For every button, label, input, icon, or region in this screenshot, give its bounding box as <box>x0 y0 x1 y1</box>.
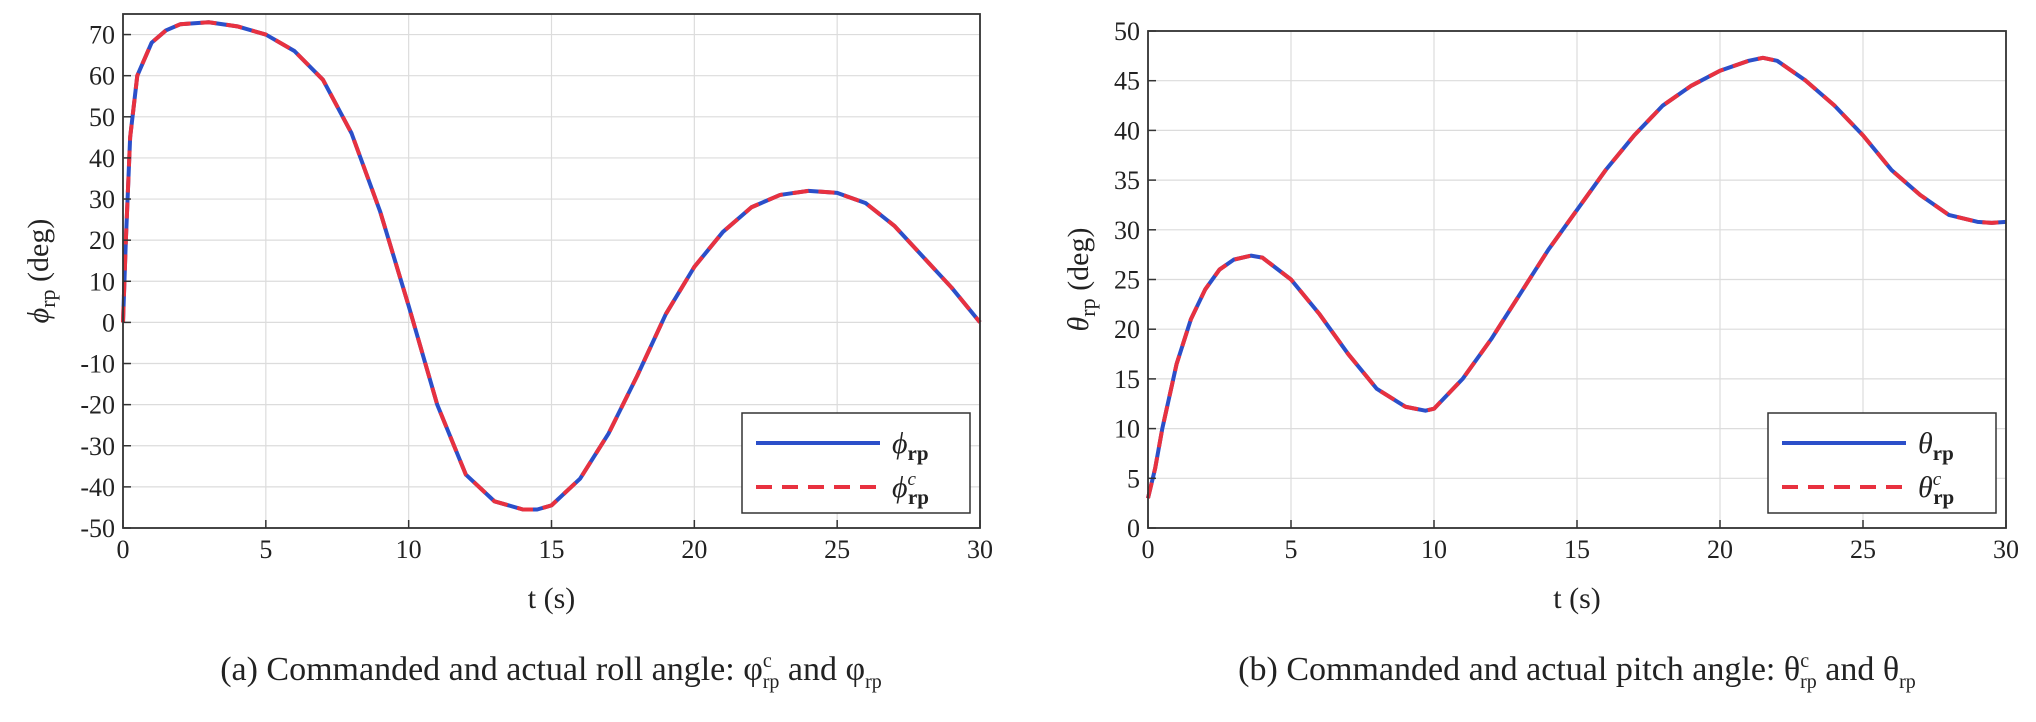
x-tick-label: 25 <box>824 535 850 564</box>
y-tick-label: 5 <box>1127 464 1140 493</box>
legend-label-actual: θrp <box>1918 427 1954 465</box>
caption-subscript: rp <box>763 671 780 693</box>
y-tick-label: 20 <box>1114 315 1140 344</box>
y-tick-label: 30 <box>89 185 115 214</box>
y-tick-label: 70 <box>89 21 115 50</box>
figure-caption: (a) Commanded and actual roll angle: φc r… <box>220 650 882 693</box>
y-tick-label: 0 <box>102 308 115 337</box>
x-tick-label: 25 <box>1850 535 1876 564</box>
x-tick-label: 15 <box>539 535 565 564</box>
x-tick-label: 30 <box>967 535 993 564</box>
y-axis-unit: (deg) <box>1062 228 1095 299</box>
caption-and: and <box>1817 651 1883 688</box>
y-axis-subscript: rp <box>35 289 60 307</box>
y-axis-title: θrp (deg) <box>1062 228 1100 332</box>
caption-symbol-actual: φ <box>846 651 866 688</box>
legend-subscript: rp <box>1933 441 1954 465</box>
y-tick-label: 60 <box>89 62 115 91</box>
legend-superscript: c <box>1933 469 1942 490</box>
legend-symbol: ϕ <box>892 471 908 504</box>
y-axis-title: ϕrp (deg) <box>22 219 60 324</box>
series-line-commanded <box>121 20 982 512</box>
legend-symbol: θ <box>1918 471 1933 504</box>
x-tick-label: 0 <box>117 535 130 564</box>
caption-and: and <box>779 651 845 688</box>
y-tick-label: 35 <box>1114 166 1140 195</box>
caption-subscript: rp <box>865 671 882 693</box>
y-tick-label: -20 <box>80 391 115 420</box>
legend-box <box>741 412 971 514</box>
y-tick-label: 45 <box>1114 67 1140 96</box>
x-tick-label: 5 <box>1285 535 1298 564</box>
figure-caption: (b) Commanded and actual pitch angle: θc… <box>1238 650 1916 693</box>
caption-text: (a) Commanded and actual roll angle: <box>220 651 743 688</box>
legend-symbol: θ <box>1918 427 1933 460</box>
legend-symbol: ϕ <box>892 427 908 460</box>
y-tick-label: 0 <box>1127 514 1140 543</box>
x-tick-label: 5 <box>259 535 272 564</box>
y-tick-label: 10 <box>1114 415 1140 444</box>
legend-subscript: rp <box>1933 485 1954 509</box>
caption-subscript: rp <box>1899 671 1916 693</box>
y-tick-label: -50 <box>80 514 115 543</box>
caption-symbol-actual: θ <box>1883 651 1899 688</box>
y-tick-label: 40 <box>89 144 115 173</box>
x-tick-label: 10 <box>396 535 422 564</box>
legend-label-commanded: ϕc rp <box>892 469 929 509</box>
x-tick-label: 0 <box>1142 535 1155 564</box>
y-tick-label: 30 <box>1114 216 1140 245</box>
y-tick-label: -40 <box>80 473 115 502</box>
y-tick-label: 20 <box>89 226 115 255</box>
x-axis-title: t (s) <box>1553 582 1601 615</box>
y-tick-label: -30 <box>80 432 115 461</box>
y-tick-label: 15 <box>1114 365 1140 394</box>
y-tick-label: 50 <box>1114 17 1140 46</box>
x-tick-label: 30 <box>1993 535 2019 564</box>
x-tick-label: 15 <box>1564 535 1590 564</box>
caption-symbol-commanded: θ <box>1784 651 1800 688</box>
caption-superscript: c <box>763 650 772 672</box>
y-tick-label: 10 <box>89 267 115 296</box>
caption-text: (b) Commanded and actual pitch angle: <box>1238 651 1784 688</box>
y-tick-label: 25 <box>1114 266 1140 295</box>
legend-subscript: rp <box>908 485 929 509</box>
y-axis-symbol: ϕ <box>22 308 55 324</box>
caption-symbol-commanded: φ <box>743 651 763 688</box>
legend-label-actual: ϕrp <box>892 427 929 465</box>
legend-subscript: rp <box>908 441 929 465</box>
legend-label-commanded: θc rp <box>1918 469 1954 509</box>
x-tick-label: 20 <box>681 535 707 564</box>
x-tick-label: 20 <box>1707 535 1733 564</box>
y-axis-unit: (deg) <box>22 219 55 290</box>
legend-box <box>1767 412 1997 514</box>
caption-superscript: c <box>1800 650 1809 672</box>
legend-superscript: c <box>908 469 917 490</box>
y-tick-label: 40 <box>1114 116 1140 145</box>
y-tick-label: -10 <box>80 350 115 379</box>
caption-subscript: rp <box>1800 671 1817 693</box>
y-axis-subscript: rp <box>1075 298 1100 316</box>
chart-roll: 0 5 10 15 20 25 30 -50 -40 -30 -20 -10 0 10 20 30 40 50 60… <box>22 13 993 693</box>
x-tick-label: 10 <box>1421 535 1447 564</box>
series-line-commanded <box>1146 55 2007 499</box>
y-tick-label: 50 <box>89 103 115 132</box>
y-axis-symbol: θ <box>1062 316 1095 331</box>
x-axis-title: t (s) <box>528 582 576 615</box>
